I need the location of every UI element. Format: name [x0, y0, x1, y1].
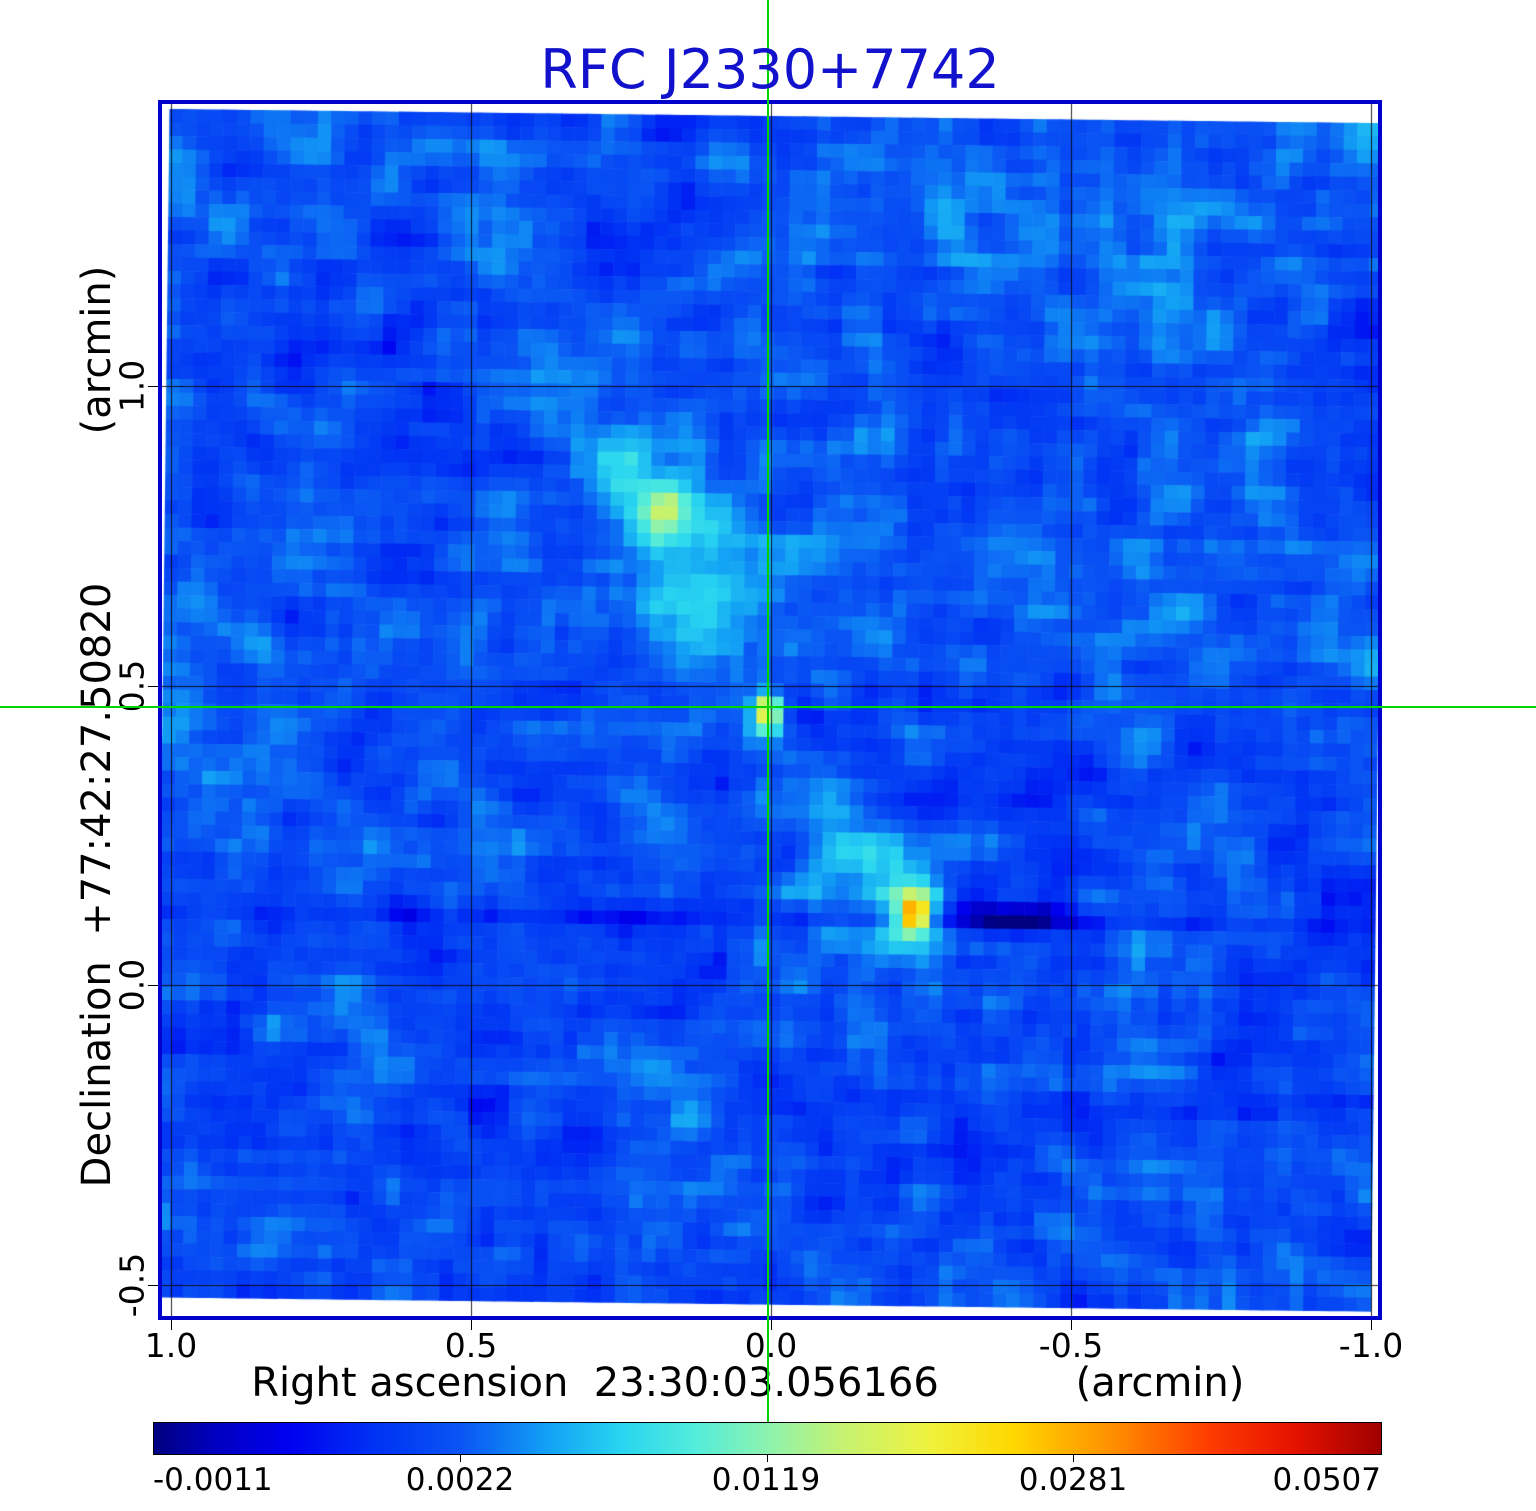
x-tick-label: 0.5	[444, 1326, 498, 1365]
x-axis-unit: (arcmin)	[1075, 1360, 1245, 1406]
y-axis-tick	[148, 686, 158, 687]
y-tick-label: -0.5	[112, 1252, 152, 1318]
y-axis-tick	[148, 985, 158, 986]
x-axis-tick	[771, 1320, 772, 1330]
y-axis-title: Declination +77:42:27.50820	[74, 582, 120, 1188]
crosshair-horizontal-line	[0, 706, 1536, 708]
colorbar-tick	[1073, 1454, 1075, 1462]
y-axis-tick	[148, 1285, 158, 1286]
colorbar-tick	[766, 1454, 768, 1462]
colorbar-tick-label: 0.0281	[1018, 1462, 1128, 1498]
colorbar-tick-label: 0.0507	[1272, 1462, 1381, 1498]
x-tick-label: 0.0	[744, 1326, 798, 1365]
x-axis-title: Right ascension 23:30:03.056166	[251, 1360, 939, 1406]
colorbar-tick-label: 0.0022	[405, 1462, 515, 1498]
x-axis-tick	[1371, 1320, 1372, 1330]
crosshair-vertical-line	[767, 0, 769, 1422]
figure-title: RFC J2330+7742	[540, 38, 1000, 101]
x-tick-label: 1.0	[144, 1326, 198, 1365]
x-axis-tick	[1071, 1320, 1072, 1330]
colorbar-tick-label: -0.0011	[153, 1462, 273, 1498]
colorbar-tick-label: 0.0119	[711, 1462, 821, 1498]
colorbar-gradient	[153, 1422, 1382, 1455]
x-tick-label: -0.5	[1038, 1326, 1104, 1365]
x-axis-tick	[471, 1320, 472, 1330]
x-tick-label: -1.0	[1338, 1326, 1404, 1365]
colorbar-tick	[459, 1454, 461, 1462]
x-axis-tick	[171, 1320, 172, 1330]
sky-heatmap-canvas	[162, 104, 1378, 1316]
y-axis-unit: (arcmin)	[74, 265, 120, 435]
y-axis-tick	[148, 386, 158, 387]
